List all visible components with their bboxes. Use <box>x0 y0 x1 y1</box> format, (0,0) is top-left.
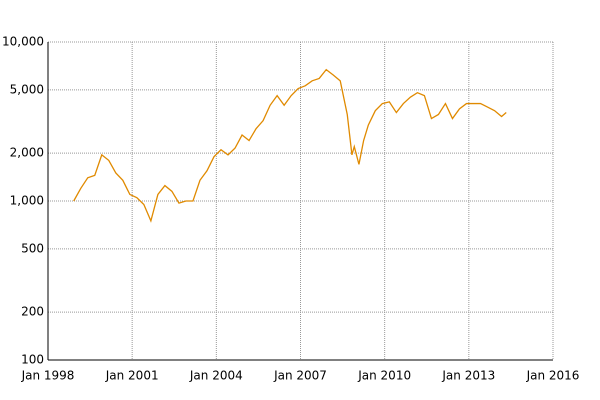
y-tick-label: 200 <box>21 305 44 319</box>
y-tick-label: 1,000 <box>10 194 44 208</box>
x-tick-label: Jan 2016 <box>526 369 580 383</box>
x-tick-label: Jan 2004 <box>189 369 243 383</box>
y-tick-label: 5,000 <box>10 82 44 96</box>
y-tick-label: 10,000 <box>2 35 44 49</box>
y-tick-label: 500 <box>21 241 44 255</box>
x-tick-label: Jan 2007 <box>273 369 327 383</box>
line <box>73 68 507 223</box>
x-tick-label: Jan 2013 <box>441 369 495 383</box>
x-tick-label: Jan 2010 <box>357 369 411 383</box>
y-tick-label: 100 <box>21 353 44 367</box>
x-tick-label: Jan 1998 <box>21 369 75 383</box>
x-tick-label: Jan 2001 <box>105 369 159 383</box>
y-tick-label: 2,000 <box>10 146 44 160</box>
